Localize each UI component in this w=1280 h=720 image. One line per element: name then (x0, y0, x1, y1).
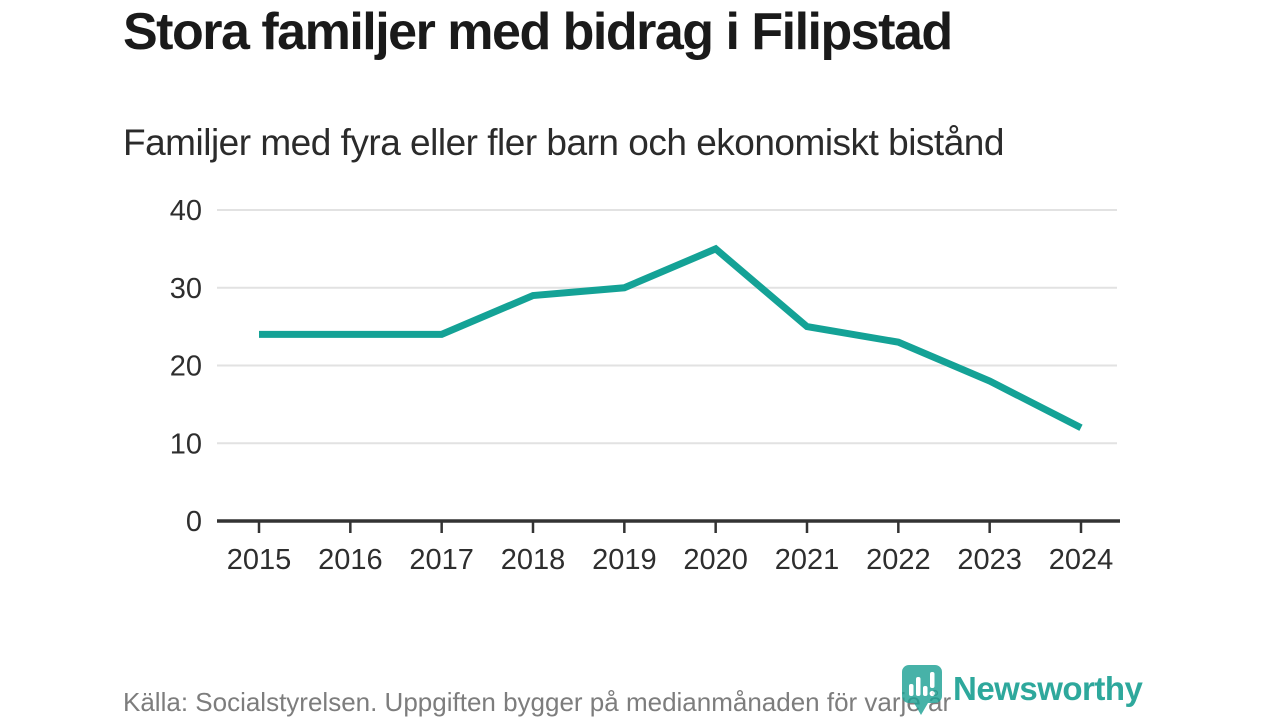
y-axis-tick-label: 0 (186, 506, 202, 538)
source-note: Källa: Socialstyrelsen. Uppgiften bygger… (123, 687, 952, 717)
newsworthy-logo-text: Newsworthy (953, 670, 1143, 707)
y-axis-tick-label: 30 (170, 273, 202, 305)
newsworthy-logo: Newsworthy (901, 664, 1143, 716)
y-axis-tick-label: 40 (170, 195, 202, 227)
x-axis-tick-label: 2024 (1049, 544, 1114, 576)
x-axis-tick-label: 2018 (501, 544, 566, 576)
x-axis-tick-label: 2021 (775, 544, 840, 576)
chart-subtitle: Familjer med fyra eller fler barn och ek… (123, 122, 1004, 163)
x-axis-tick-label: 2017 (409, 544, 474, 576)
chart-title: Stora familjer med bidrag i Filipstad (123, 3, 953, 61)
data-line (259, 244, 1083, 431)
y-axis-tick-label: 20 (170, 351, 202, 383)
newsworthy-logo-icon (902, 665, 942, 715)
x-axis-tick-label: 2019 (592, 544, 657, 576)
x-axis-tick-label: 2020 (683, 544, 748, 576)
x-axis-tick-label: 2023 (957, 544, 1022, 576)
x-axis-tick-label: 2016 (318, 544, 383, 576)
y-axis-tick-label: 10 (170, 428, 202, 460)
x-axis-tick-label: 2015 (227, 544, 292, 576)
x-axis-tick-label: 2022 (866, 544, 931, 576)
